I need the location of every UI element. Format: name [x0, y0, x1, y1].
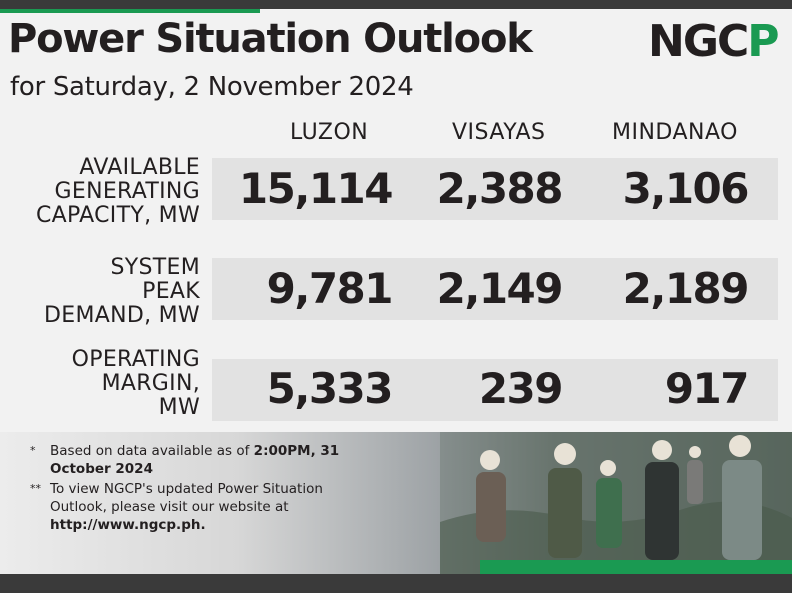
- column-header-mindanao: MINDANAO: [612, 120, 738, 145]
- value-capacity-luzon: 15,114: [238, 164, 394, 213]
- value-capacity-visayas: 2,388: [436, 164, 564, 213]
- value-demand-luzon: 9,781: [266, 264, 394, 313]
- value-margin-mindanao: 917: [664, 364, 750, 413]
- label-line: GENERATING: [54, 179, 200, 204]
- row-band-demand: [212, 258, 778, 320]
- row-label-margin: OPERATING MARGIN, MW: [72, 348, 200, 420]
- label-line: MW: [158, 395, 200, 420]
- logo-text: NGCP: [648, 16, 778, 64]
- footnote-mark: **: [30, 482, 41, 495]
- label-line: OPERATING: [71, 347, 200, 372]
- label-line: DEMAND, MW: [44, 303, 200, 328]
- page-subtitle: for Saturday, 2 November 2024: [10, 72, 414, 102]
- value-demand-mindanao: 2,189: [622, 264, 750, 313]
- column-header-luzon: LUZON: [290, 120, 369, 145]
- bottom-photo-panel: * Based on data available as of 2:00PM, …: [0, 432, 792, 574]
- footnote-2: ** To view NGCP's updated Power Situatio…: [30, 480, 360, 534]
- bottom-green-accent: [480, 560, 792, 574]
- workers-photo: [440, 432, 792, 574]
- footnote-bold: 2:00PM, 31 October 2024: [50, 443, 340, 477]
- website-link[interactable]: http://www.ngcp.ph.: [50, 517, 206, 533]
- label-line: CAPACITY, MW: [36, 203, 200, 228]
- page-title: Power Situation Outlook: [8, 16, 533, 62]
- footnotes: * Based on data available as of 2:00PM, …: [30, 442, 360, 536]
- value-demand-visayas: 2,149: [436, 264, 564, 313]
- ngcp-logo: NGCP: [648, 16, 780, 64]
- row-label-demand: SYSTEM PEAK DEMAND, MW: [44, 256, 200, 328]
- top-green-accent: [0, 9, 260, 13]
- column-header-visayas: VISAYAS: [452, 120, 546, 145]
- footnote-text: To view NGCP's updated Power Situation O…: [50, 481, 323, 515]
- label-line: MARGIN,: [101, 371, 200, 396]
- value-margin-luzon: 5,333: [266, 364, 394, 413]
- top-bar: [0, 0, 792, 9]
- label-line: AVAILABLE: [79, 155, 200, 180]
- label-line: PEAK: [142, 279, 200, 304]
- row-band-capacity: [212, 158, 778, 220]
- label-line: SYSTEM: [110, 255, 200, 280]
- footnote-text: Based on data available as of: [50, 443, 254, 459]
- value-capacity-mindanao: 3,106: [622, 164, 750, 213]
- footnote-mark: *: [30, 444, 36, 457]
- bottom-bar: [0, 574, 792, 593]
- value-margin-visayas: 239: [478, 364, 564, 413]
- row-band-margin: [212, 359, 778, 421]
- row-label-capacity: AVAILABLE GENERATING CAPACITY, MW: [36, 156, 200, 228]
- footnote-1: * Based on data available as of 2:00PM, …: [30, 442, 360, 478]
